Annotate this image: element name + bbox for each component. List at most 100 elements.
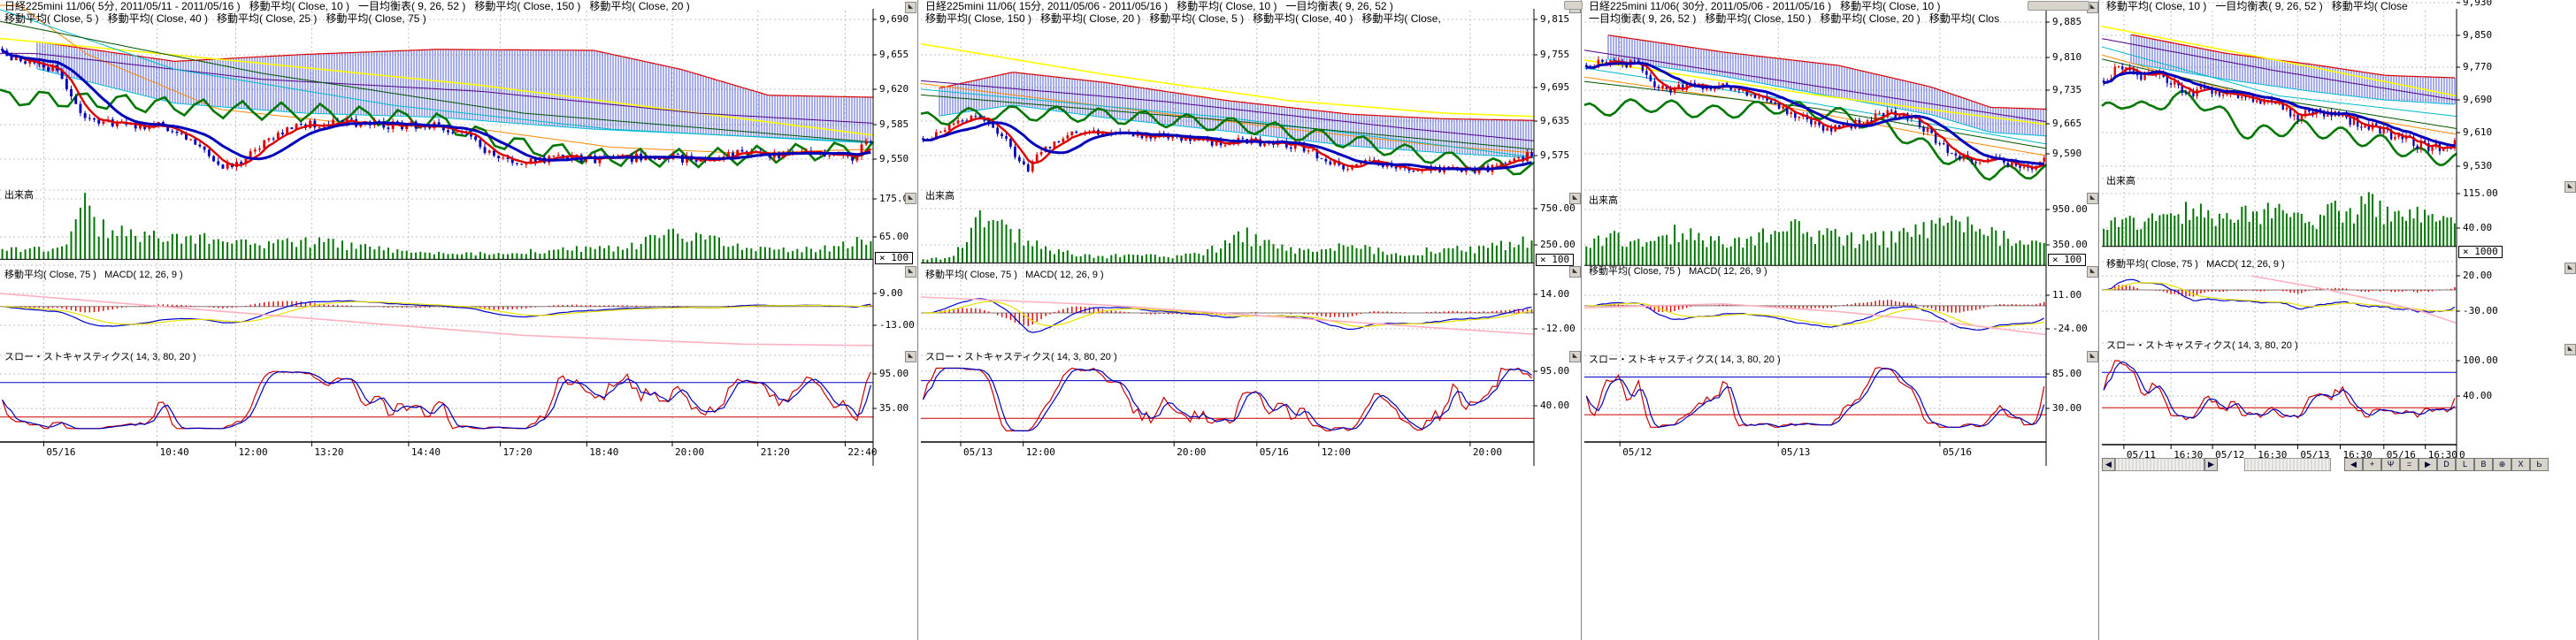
- main-axis-label: 9,930: [2463, 0, 2493, 8]
- stoch-section-label: スロー・ストキャスティクス( 14, 3, 80, 20 ): [4, 352, 196, 362]
- main-axis-label: 9,690: [879, 13, 909, 25]
- chart-toolbar-button[interactable]: ▶: [2419, 458, 2437, 471]
- time-axis-label: 12:00: [1025, 446, 1055, 458]
- time-axis-label: 05/16: [1259, 446, 1289, 458]
- chart-title-line: 移動平均( Close, 150 ) 移動平均( Close, 20 ) 移動平…: [925, 12, 1441, 25]
- main-axis-label: 9,755: [1540, 49, 1570, 60]
- volume-section-label: 出来高: [925, 191, 954, 202]
- volume-section-label: 出来高: [4, 190, 34, 201]
- chart-plot-nikkei225mini-5min[interactable]: [0, 0, 917, 477]
- time-axis-label: 16:30: [2258, 449, 2288, 461]
- chart-toolbar-button[interactable]: ⊕: [2493, 458, 2511, 471]
- chart-toolbar-button[interactable]: Ь: [2530, 458, 2549, 471]
- time-axis-label: 05/16: [1942, 446, 1973, 458]
- stoch-axis-label: 40.00: [2463, 390, 2493, 401]
- time-axis-label: 22:40: [847, 446, 878, 458]
- time-axis-label: 12:00: [238, 446, 268, 458]
- chart-toolbar-button[interactable]: =: [2400, 458, 2419, 471]
- stoch-axis-label: 30.00: [2052, 402, 2082, 414]
- main-axis-label: 9,885: [2052, 16, 2082, 27]
- chart-plot-nikkei225mini-30min[interactable]: [1582, 0, 2098, 477]
- chart-toolbar-button[interactable]: ◀: [2344, 458, 2363, 471]
- section-collapse-button[interactable]: ◣: [2087, 193, 2098, 204]
- main-axis-label: 9,735: [2052, 84, 2082, 95]
- volume-axis-label: 40.00: [2463, 222, 2493, 233]
- chart-title-line: 一目均衡表( 9, 26, 52 ) 移動平均( Close, 150 ) 移動…: [1589, 12, 2000, 25]
- chart-toolbar-button[interactable]: +: [2363, 458, 2381, 471]
- chart-toolbar-button[interactable]: X: [2511, 458, 2530, 471]
- main-axis-label: 9,815: [1540, 13, 1570, 25]
- section-collapse-button[interactable]: ◣: [2087, 266, 2098, 278]
- chart-toolbar-button[interactable]: L: [2456, 458, 2474, 471]
- volume-multiplier-badge: × 1000: [2458, 246, 2503, 258]
- time-axis-label: 13:20: [314, 446, 344, 458]
- main-axis-label: 9,620: [879, 83, 909, 95]
- time-axis-label: 12:00: [1321, 446, 1351, 458]
- chart-window-nikkei225mini-30min: 日経225mini 11/06( 30分, 2011/05/06 - 2011/…: [1581, 0, 2098, 640]
- macd-section-label: 移動平均( Close, 75 ) MACD( 12, 26, 9 ): [2106, 259, 2285, 270]
- time-axis-label: 20:00: [1472, 446, 1503, 458]
- time-axis-label: 17:20: [502, 446, 533, 458]
- chart-title-line: 日経225mini 11/06( 30分, 2011/05/06 - 2011/…: [1589, 0, 1941, 12]
- window-scrollbar-fragment[interactable]: [1564, 1, 1583, 10]
- section-collapse-button[interactable]: ◣: [1569, 266, 1581, 278]
- macd-section-label: 移動平均( Close, 75 ) MACD( 12, 26, 9 ): [925, 270, 1104, 280]
- volume-multiplier-badge: × 100: [875, 252, 914, 264]
- section-collapse-button[interactable]: ◣: [2564, 263, 2576, 274]
- main-axis-label: 9,770: [2463, 61, 2493, 72]
- stoch-axis-label: 40.00: [1540, 400, 1570, 411]
- volume-axis-label: 65.00: [879, 231, 909, 242]
- section-collapse-button[interactable]: ◣: [1569, 351, 1581, 362]
- chart-window-nikkei225mini-60min: 移動平均( Close, 10 ) 一目均衡表( 9, 26, 52 ) 移動平…: [2098, 0, 2576, 640]
- time-axis-label: 20:00: [1177, 446, 1207, 458]
- chart-window-nikkei225mini-15min: 日経225mini 11/06( 15分, 2011/05/06 - 2011/…: [917, 0, 1581, 640]
- stoch-axis-label: 95.00: [879, 368, 909, 379]
- chart-window-nikkei225mini-5min: 日経225mini 11/06( 5分, 2011/05/11 - 2011/0…: [0, 0, 917, 640]
- scroll-right-button[interactable]: ▶: [2204, 458, 2218, 471]
- window-scrollbar-fragment[interactable]: [2028, 1, 2089, 11]
- chart-title-line: 日経225mini 11/06( 5分, 2011/05/11 - 2011/0…: [4, 0, 690, 12]
- section-collapse-button[interactable]: ◣: [905, 193, 916, 204]
- chart-plot-nikkei225mini-60min[interactable]: [2099, 0, 2576, 477]
- time-axis-label: 16:30: [2174, 449, 2204, 461]
- stoch-axis-label: 95.00: [1540, 365, 1570, 377]
- chart-toolbar-button[interactable]: B: [2474, 458, 2493, 471]
- time-axis-label: 05/16: [2386, 449, 2416, 461]
- volume-axis-label: 250.00: [1540, 239, 1576, 250]
- scroll-left-button[interactable]: ◀: [2102, 458, 2115, 471]
- volume-axis-label: 350.00: [2052, 239, 2088, 250]
- section-collapse-button[interactable]: ◣: [1569, 193, 1581, 204]
- chart-toolbar-button[interactable]: D: [2437, 458, 2456, 471]
- main-axis-label: 9,530: [2463, 160, 2493, 171]
- main-axis-label: 9,575: [1540, 149, 1570, 161]
- macd-section-label: 移動平均( Close, 75 ) MACD( 12, 26, 9 ): [4, 270, 183, 280]
- macd-section-label: 移動平均( Close, 75 ) MACD( 12, 26, 9 ): [1589, 266, 1767, 277]
- macd-axis-label: -12.00: [1540, 323, 1576, 334]
- section-collapse-button[interactable]: ◣: [905, 2, 916, 13]
- volume-axis-label: 950.00: [2052, 203, 2088, 215]
- section-collapse-button[interactable]: ◣: [905, 266, 916, 278]
- volume-axis-label: 115.00: [2463, 187, 2498, 199]
- stoch-axis-label: 85.00: [2052, 368, 2082, 379]
- h-scrollbar-track[interactable]: [2115, 458, 2204, 471]
- macd-axis-label: -30.00: [2463, 305, 2498, 316]
- main-axis-label: 9,550: [879, 153, 909, 164]
- section-collapse-button[interactable]: ◣: [2564, 181, 2576, 193]
- main-axis-label: 9,585: [879, 118, 909, 130]
- chart-toolbar-button[interactable]: Ψ: [2381, 458, 2400, 471]
- macd-axis-label: -24.00: [2052, 323, 2088, 334]
- macd-axis-label: 14.00: [1540, 288, 1570, 300]
- h-scrollbar-track[interactable]: [2244, 458, 2331, 471]
- section-collapse-button[interactable]: ◣: [905, 351, 916, 362]
- section-collapse-button[interactable]: ◣: [2087, 351, 2098, 362]
- macd-axis-label: 20.00: [2463, 270, 2493, 281]
- section-collapse-button[interactable]: ◣: [2564, 344, 2576, 355]
- time-axis-label: 16:30: [2427, 449, 2457, 461]
- chart-plot-nikkei225mini-15min[interactable]: [918, 0, 1581, 477]
- main-axis-label: 9,635: [1540, 115, 1570, 126]
- volume-axis-label: 750.00: [1540, 202, 1576, 214]
- volume-section-label: 出来高: [1589, 195, 1618, 206]
- main-axis-label: 9,665: [2052, 118, 2082, 129]
- main-axis-label: 9,655: [879, 49, 909, 60]
